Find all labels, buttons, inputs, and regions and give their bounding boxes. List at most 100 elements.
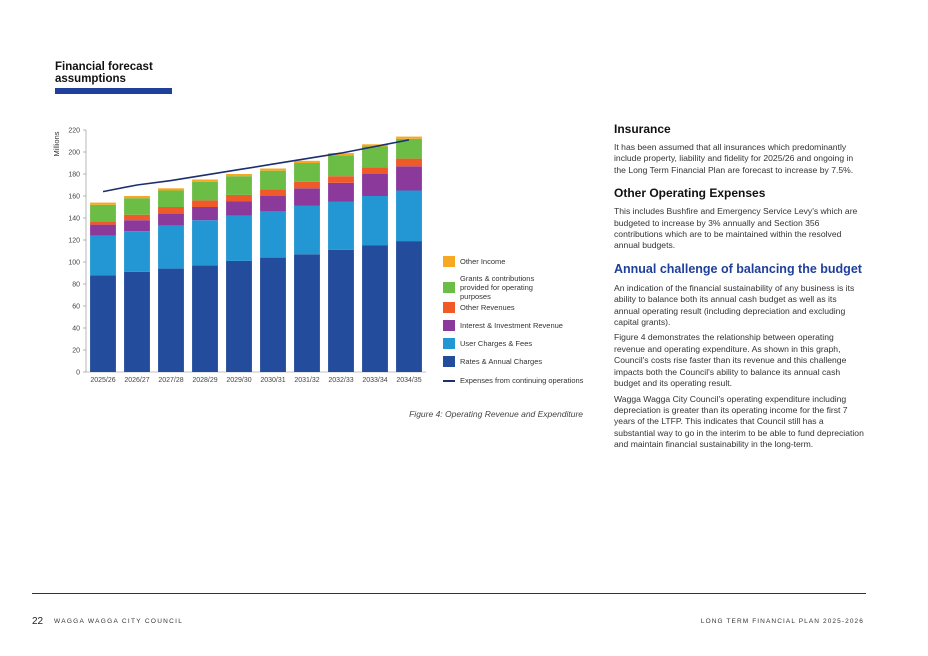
bar-segment: [192, 220, 218, 266]
y-tick-label: 140: [68, 216, 80, 223]
other-expenses-paragraph: This includes Bushfire and Emergency Ser…: [614, 206, 858, 251]
bar-segment: [90, 221, 116, 225]
annual-paragraph-3: Wagga Wagga City Council's operating exp…: [614, 393, 864, 450]
bar-segment: [362, 245, 388, 372]
section-title: Financial forecast assumptions: [55, 61, 153, 85]
x-tick-label: 2027/28: [158, 377, 183, 384]
x-tick-label: 2029/30: [226, 377, 251, 384]
bar-segment: [124, 214, 150, 221]
y-tick-label: 200: [68, 150, 80, 157]
annual-challenge-heading: Annual challenge of balancing the budget: [614, 261, 862, 276]
bar-segment: [260, 196, 286, 212]
bar-segment: [124, 220, 150, 232]
y-tick-label: 80: [72, 282, 80, 289]
bar-segment: [396, 190, 422, 242]
legend-swatch: [443, 338, 455, 349]
y-tick-label: 40: [72, 326, 80, 333]
bar-segment: [396, 158, 422, 167]
x-tick-label: 2030/31: [260, 377, 285, 384]
legend-swatch: [443, 320, 455, 331]
bar-segment: [90, 224, 116, 236]
annual-paragraph-2: Figure 4 demonstrates the relationship b…: [614, 332, 847, 389]
legend-item-expenses-line: Expenses from continuing operations: [443, 376, 583, 385]
bar-segment: [192, 179, 218, 182]
bar-segment: [90, 275, 116, 372]
y-tick-label: 100: [68, 260, 80, 267]
legend-item-rates: Rates & Annual Charges: [443, 356, 542, 367]
legend-item-interest: Interest & Investment Revenue: [443, 320, 563, 331]
bar-segment: [158, 213, 184, 226]
bar-segment: [158, 225, 184, 269]
footer-document-title: LONG TERM FINANCIAL PLAN 2025-2026: [700, 618, 864, 625]
page-number: 22: [32, 616, 44, 627]
bar-segment: [396, 136, 422, 139]
legend-item-grants: Grants & contributions provided for oper…: [443, 274, 553, 301]
bar-segment: [362, 174, 388, 196]
bar-segment: [192, 207, 218, 221]
legend-swatch: [443, 256, 455, 267]
insurance-paragraph: It has been assumed that all insurances …: [614, 142, 854, 175]
x-tick-label: 2025/26: [90, 377, 115, 384]
bar-segment: [192, 200, 218, 207]
bar-segment: [226, 260, 252, 372]
bar-segment: [396, 138, 422, 159]
insurance-heading: Insurance: [614, 122, 671, 136]
bar-segment: [362, 144, 388, 147]
bar-segment: [226, 174, 252, 177]
x-tick-label: 2034/35: [396, 377, 421, 384]
figure-caption: Figure 4: Operating Revenue and Expendit…: [409, 409, 583, 419]
bar-segment: [260, 170, 286, 190]
legend-swatch: [443, 282, 455, 293]
legend-item-other-income: Other Income: [443, 256, 505, 267]
bar-segment: [294, 205, 320, 255]
bar-segment: [124, 198, 150, 215]
bar-segment: [90, 235, 116, 276]
bar-segment: [192, 265, 218, 372]
footer-divider: [32, 593, 866, 594]
expenses-line: [102, 139, 410, 193]
legend-label: User Charges & Fees: [460, 339, 533, 348]
legend-label: Expenses from continuing operations: [460, 376, 584, 385]
annual-paragraph-1: An indication of the financial sustainab…: [614, 282, 855, 328]
bar-segment: [260, 168, 286, 171]
bar-segment: [260, 211, 286, 258]
bar-segment: [158, 188, 184, 191]
x-tick-label: 2028/29: [192, 377, 217, 384]
legend-label: Other Income: [460, 257, 506, 266]
x-tick-label: 2032/33: [328, 377, 353, 384]
x-tick-label: 2026/27: [124, 377, 149, 384]
bar-segment: [260, 257, 286, 372]
bar-segment: [124, 271, 150, 372]
bar-segment: [90, 204, 116, 222]
bar-segment: [260, 189, 286, 196]
legend-label: Grants & contributions provided for oper…: [460, 274, 535, 301]
y-tick-label: 220: [68, 128, 80, 135]
bar-segment: [396, 166, 422, 191]
bar-segment: [158, 268, 184, 372]
bar-segment: [362, 167, 388, 174]
bar-segment: [328, 182, 354, 202]
legend-item-other-revenues: Other Revenues: [443, 302, 515, 313]
bar-segment: [294, 160, 320, 163]
y-axis-title: Millions: [52, 131, 61, 156]
bar-segment: [124, 196, 150, 199]
y-tick-label: 20: [72, 348, 80, 355]
bar-segment: [328, 153, 354, 156]
bar-segment: [294, 163, 320, 182]
bar-segment: [294, 181, 320, 189]
x-tick-label: 2033/34: [362, 377, 387, 384]
bar-segment: [328, 155, 354, 177]
footer-organisation: WAGGA WAGGA CITY COUNCIL: [54, 618, 184, 625]
legend-line-swatch: [443, 379, 455, 382]
bar-segment: [192, 181, 218, 201]
legend-swatch: [443, 356, 455, 367]
bar-segment: [90, 202, 116, 205]
bar-segment: [158, 190, 184, 207]
bar-segment: [362, 146, 388, 168]
bar-segment: [226, 201, 252, 216]
y-tick-label: 180: [68, 172, 80, 179]
bar-segment: [226, 215, 252, 261]
bar-segment: [226, 194, 252, 202]
right-column: Insurance It has been assumed that all i…: [614, 122, 864, 455]
bar-segment: [226, 176, 252, 195]
